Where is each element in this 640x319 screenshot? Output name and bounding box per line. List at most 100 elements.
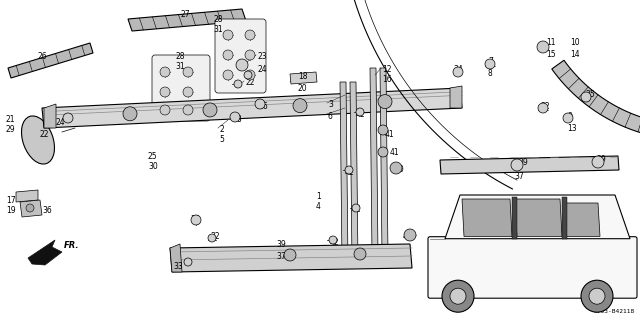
Polygon shape	[8, 43, 93, 78]
Polygon shape	[562, 197, 567, 239]
Circle shape	[183, 87, 193, 97]
Circle shape	[223, 50, 233, 60]
Circle shape	[390, 162, 402, 174]
Circle shape	[223, 30, 233, 40]
Text: 14: 14	[570, 50, 580, 59]
Circle shape	[511, 159, 523, 171]
Circle shape	[244, 71, 252, 79]
Circle shape	[329, 236, 337, 244]
Text: 13: 13	[567, 124, 577, 133]
Circle shape	[581, 280, 613, 312]
Polygon shape	[512, 197, 517, 239]
Text: 7: 7	[488, 57, 493, 66]
Text: 32: 32	[540, 102, 550, 111]
Circle shape	[245, 50, 255, 60]
Text: 40: 40	[395, 165, 404, 174]
Circle shape	[234, 80, 242, 88]
Polygon shape	[16, 190, 38, 202]
Polygon shape	[450, 86, 462, 108]
Circle shape	[537, 41, 549, 53]
FancyBboxPatch shape	[215, 19, 266, 93]
Text: 39: 39	[276, 240, 285, 249]
Circle shape	[255, 99, 265, 109]
Text: 36: 36	[258, 102, 268, 111]
Circle shape	[293, 99, 307, 113]
Circle shape	[354, 248, 366, 260]
Text: 38: 38	[232, 115, 242, 124]
Text: FR.: FR.	[64, 241, 79, 250]
Circle shape	[183, 67, 193, 77]
Circle shape	[345, 166, 353, 174]
Circle shape	[160, 87, 170, 97]
Text: 42: 42	[345, 168, 355, 177]
Circle shape	[378, 125, 388, 135]
Circle shape	[160, 105, 170, 115]
Text: 8: 8	[488, 69, 493, 78]
Text: 2: 2	[219, 125, 224, 134]
Polygon shape	[563, 203, 600, 236]
Polygon shape	[380, 68, 388, 255]
Circle shape	[352, 204, 360, 212]
Text: 42: 42	[352, 205, 362, 214]
Text: 5: 5	[219, 135, 224, 144]
Polygon shape	[445, 195, 630, 239]
Text: 10: 10	[570, 38, 580, 47]
Circle shape	[563, 113, 573, 123]
Text: 37: 37	[276, 252, 285, 261]
Circle shape	[63, 113, 73, 123]
Circle shape	[450, 288, 466, 304]
Text: 31: 31	[175, 62, 184, 71]
Polygon shape	[170, 244, 182, 272]
Text: SV53-B42118: SV53-B42118	[594, 309, 635, 314]
Circle shape	[378, 147, 388, 157]
Polygon shape	[462, 199, 512, 236]
Text: 41: 41	[385, 130, 395, 139]
Text: 20: 20	[298, 84, 308, 93]
Text: 39: 39	[596, 155, 605, 164]
Text: 16: 16	[382, 75, 392, 84]
Circle shape	[223, 70, 233, 80]
Text: 42: 42	[330, 238, 340, 247]
Polygon shape	[340, 82, 348, 262]
Circle shape	[123, 107, 137, 121]
Text: 17: 17	[6, 196, 15, 205]
Text: 1: 1	[316, 192, 321, 201]
Circle shape	[485, 59, 495, 69]
Text: 26: 26	[38, 52, 47, 61]
Text: 35: 35	[190, 215, 200, 224]
Polygon shape	[370, 68, 378, 255]
Polygon shape	[170, 244, 412, 272]
Text: 31: 31	[213, 25, 223, 34]
Text: 40: 40	[403, 232, 413, 241]
Polygon shape	[44, 104, 56, 128]
Text: 22: 22	[40, 130, 49, 139]
Text: 25: 25	[148, 152, 157, 161]
Circle shape	[203, 103, 217, 117]
Circle shape	[453, 67, 463, 77]
Text: 24: 24	[258, 65, 268, 74]
Circle shape	[183, 105, 193, 115]
Text: 29: 29	[6, 125, 15, 134]
Polygon shape	[128, 9, 246, 31]
Text: 33: 33	[173, 262, 183, 271]
Text: 35: 35	[585, 90, 595, 99]
Text: 41: 41	[390, 148, 399, 157]
Polygon shape	[290, 72, 317, 84]
Polygon shape	[20, 200, 42, 217]
Ellipse shape	[22, 116, 54, 164]
Circle shape	[538, 103, 548, 113]
Circle shape	[184, 258, 192, 266]
Text: 34: 34	[453, 65, 463, 74]
Text: 39: 39	[518, 158, 528, 167]
Text: 9: 9	[567, 112, 572, 121]
Circle shape	[245, 30, 255, 40]
Circle shape	[26, 204, 34, 212]
Text: 15: 15	[546, 50, 556, 59]
Circle shape	[356, 108, 364, 116]
Polygon shape	[350, 82, 358, 262]
Text: 3: 3	[328, 100, 333, 109]
Circle shape	[442, 280, 474, 312]
Circle shape	[191, 215, 201, 225]
Text: 37: 37	[514, 172, 524, 181]
Circle shape	[160, 67, 170, 77]
